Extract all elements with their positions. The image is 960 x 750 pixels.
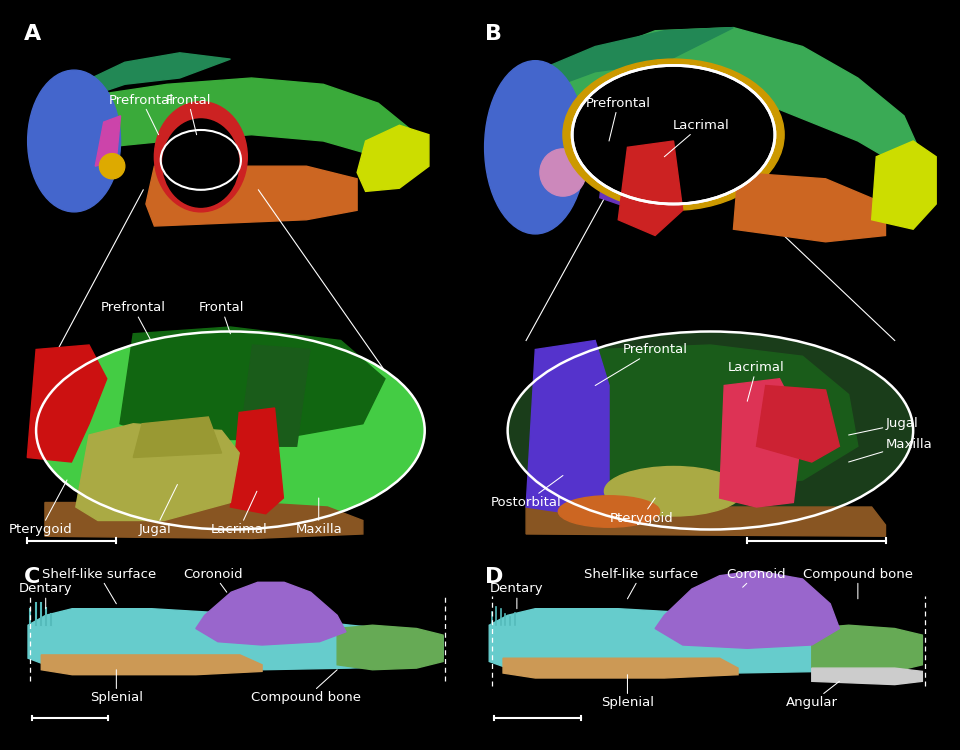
Ellipse shape bbox=[605, 466, 743, 516]
Polygon shape bbox=[618, 141, 683, 236]
Text: Compound bone: Compound bone bbox=[252, 670, 361, 704]
Text: C: C bbox=[24, 568, 40, 587]
Text: Coronoid: Coronoid bbox=[727, 568, 786, 587]
Polygon shape bbox=[503, 658, 738, 678]
Ellipse shape bbox=[163, 119, 239, 207]
Text: Angular: Angular bbox=[786, 681, 839, 710]
Text: Maxilla: Maxilla bbox=[849, 437, 932, 462]
Ellipse shape bbox=[485, 61, 586, 234]
Polygon shape bbox=[490, 609, 923, 673]
Polygon shape bbox=[526, 507, 885, 536]
Ellipse shape bbox=[100, 154, 125, 178]
Circle shape bbox=[563, 59, 784, 210]
Polygon shape bbox=[196, 582, 346, 645]
Text: Prefrontal: Prefrontal bbox=[595, 343, 687, 386]
Text: Coronoid: Coronoid bbox=[183, 568, 243, 592]
Circle shape bbox=[508, 332, 913, 530]
Polygon shape bbox=[812, 626, 923, 675]
Polygon shape bbox=[600, 62, 655, 210]
Circle shape bbox=[572, 65, 775, 204]
Ellipse shape bbox=[559, 496, 660, 527]
Polygon shape bbox=[812, 668, 923, 685]
Polygon shape bbox=[76, 424, 239, 520]
Polygon shape bbox=[733, 172, 885, 242]
Polygon shape bbox=[337, 626, 444, 670]
Text: Prefrontal: Prefrontal bbox=[586, 97, 651, 141]
Polygon shape bbox=[503, 28, 923, 178]
Text: Jugal: Jugal bbox=[139, 484, 178, 536]
Polygon shape bbox=[516, 28, 733, 104]
Polygon shape bbox=[872, 141, 936, 230]
Circle shape bbox=[572, 65, 775, 204]
Polygon shape bbox=[357, 125, 429, 191]
Text: Prefrontal: Prefrontal bbox=[101, 302, 166, 340]
Text: Maxilla: Maxilla bbox=[296, 498, 342, 536]
Text: Postorbital: Postorbital bbox=[491, 476, 563, 509]
Polygon shape bbox=[526, 340, 609, 514]
Polygon shape bbox=[146, 166, 357, 226]
Text: Compound bone: Compound bone bbox=[803, 568, 913, 598]
Text: Dentary: Dentary bbox=[490, 583, 543, 609]
Text: Frontal: Frontal bbox=[199, 302, 244, 334]
Text: A: A bbox=[23, 25, 40, 44]
Text: Splenial: Splenial bbox=[601, 675, 654, 710]
Polygon shape bbox=[27, 345, 107, 462]
Polygon shape bbox=[41, 655, 262, 675]
Polygon shape bbox=[28, 609, 444, 670]
Polygon shape bbox=[230, 408, 283, 514]
Polygon shape bbox=[239, 345, 310, 446]
Ellipse shape bbox=[36, 332, 424, 530]
Text: Pterygoid: Pterygoid bbox=[9, 480, 72, 536]
Polygon shape bbox=[95, 116, 121, 166]
Text: D: D bbox=[485, 568, 503, 587]
Polygon shape bbox=[133, 417, 222, 458]
Polygon shape bbox=[756, 386, 839, 462]
Ellipse shape bbox=[155, 102, 248, 212]
Text: B: B bbox=[485, 25, 502, 44]
Polygon shape bbox=[53, 53, 230, 116]
Ellipse shape bbox=[28, 70, 121, 211]
Text: Splenial: Splenial bbox=[90, 670, 143, 704]
Text: Frontal: Frontal bbox=[165, 94, 211, 135]
Text: Prefrontal: Prefrontal bbox=[109, 94, 174, 135]
Polygon shape bbox=[120, 327, 385, 440]
Polygon shape bbox=[655, 571, 839, 648]
Text: Lacrimal: Lacrimal bbox=[728, 361, 785, 401]
Text: Lacrimal: Lacrimal bbox=[211, 491, 268, 536]
Polygon shape bbox=[45, 503, 363, 538]
Polygon shape bbox=[595, 345, 858, 491]
Polygon shape bbox=[53, 78, 424, 166]
Text: Pterygoid: Pterygoid bbox=[610, 498, 673, 525]
Ellipse shape bbox=[540, 148, 586, 196]
Text: Dentary: Dentary bbox=[19, 583, 73, 609]
Text: Jugal: Jugal bbox=[849, 417, 919, 435]
Text: Shelf-like surface: Shelf-like surface bbox=[41, 568, 156, 604]
Polygon shape bbox=[720, 379, 803, 507]
Text: Shelf-like surface: Shelf-like surface bbox=[584, 568, 699, 598]
Text: Lacrimal: Lacrimal bbox=[664, 118, 730, 157]
